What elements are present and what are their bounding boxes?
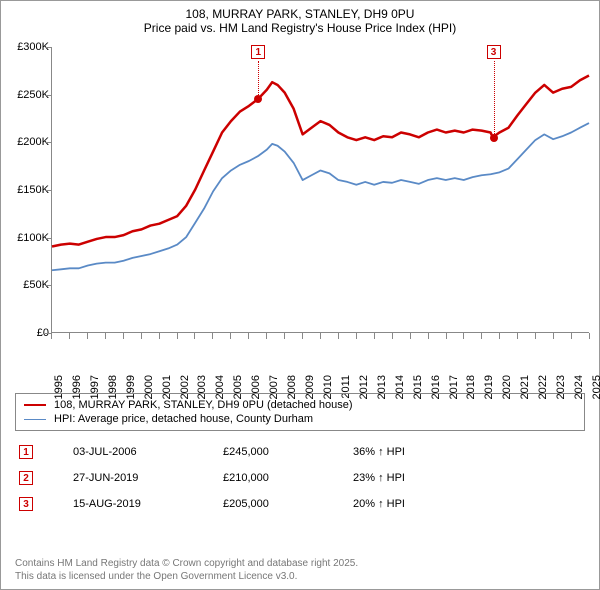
transaction-marker: 2 <box>19 471 33 485</box>
y-tick-label: £300K <box>9 41 49 53</box>
y-tick <box>45 238 51 239</box>
legend-item: HPI: Average price, detached house, Coun… <box>24 412 576 426</box>
x-tick <box>571 333 572 339</box>
transaction-row: 1 03-JUL-2006 £245,000 36% ↑ HPI <box>15 439 585 465</box>
plot-region: 13 <box>51 47 589 333</box>
x-tick <box>284 333 285 339</box>
marker-line-1 <box>258 61 259 99</box>
transaction-pct: 36% ↑ HPI <box>353 446 463 458</box>
x-tick <box>553 333 554 339</box>
y-tick-label: £100K <box>9 232 49 244</box>
marker-dot-3 <box>490 134 498 142</box>
x-tick <box>141 333 142 339</box>
title-line-1: 108, MURRAY PARK, STANLEY, DH9 0PU <box>1 7 599 21</box>
x-tick <box>535 333 536 339</box>
title-line-2: Price paid vs. HM Land Registry's House … <box>1 21 599 35</box>
legend-swatch <box>24 419 46 420</box>
transaction-marker: 1 <box>19 445 33 459</box>
x-tick <box>463 333 464 339</box>
transaction-date: 03-JUL-2006 <box>73 446 183 458</box>
title-block: 108, MURRAY PARK, STANLEY, DH9 0PU Price… <box>1 1 599 35</box>
legend-item: 108, MURRAY PARK, STANLEY, DH9 0PU (deta… <box>24 398 576 412</box>
x-tick <box>302 333 303 339</box>
series-price_paid <box>52 76 589 247</box>
x-tick <box>212 333 213 339</box>
y-tick <box>45 95 51 96</box>
transaction-price: £205,000 <box>223 498 313 510</box>
x-tick <box>589 333 590 339</box>
series-hpi <box>52 123 589 270</box>
marker-dot-1 <box>254 95 262 103</box>
x-tick <box>446 333 447 339</box>
transaction-pct: 20% ↑ HPI <box>353 498 463 510</box>
chart-area: 13 £0£50K£100K£150K£200K£250K£300K199519… <box>9 47 589 387</box>
x-tick <box>428 333 429 339</box>
x-tick <box>517 333 518 339</box>
x-tick <box>410 333 411 339</box>
transaction-date: 27-JUN-2019 <box>73 472 183 484</box>
y-tick <box>45 142 51 143</box>
transaction-pct: 23% ↑ HPI <box>353 472 463 484</box>
x-tick <box>499 333 500 339</box>
x-tick-label: 2025 <box>591 375 600 399</box>
footer-attribution: Contains HM Land Registry data © Crown c… <box>15 557 585 583</box>
x-tick <box>248 333 249 339</box>
y-tick-label: £250K <box>9 89 49 101</box>
x-tick <box>194 333 195 339</box>
footer-line-1: Contains HM Land Registry data © Crown c… <box>15 557 585 570</box>
transaction-table: 1 03-JUL-2006 £245,000 36% ↑ HPI 2 27-JUN-201… <box>15 439 585 517</box>
legend-label: 108, MURRAY PARK, STANLEY, DH9 0PU (deta… <box>54 399 353 411</box>
y-tick-label: £50K <box>9 279 49 291</box>
legend-swatch <box>24 404 46 406</box>
marker-box-1: 1 <box>251 45 265 59</box>
x-tick <box>87 333 88 339</box>
x-tick <box>230 333 231 339</box>
x-tick <box>392 333 393 339</box>
y-tick-label: £0 <box>9 327 49 339</box>
transaction-row: 3 15-AUG-2019 £205,000 20% ↑ HPI <box>15 491 585 517</box>
transaction-price: £245,000 <box>223 446 313 458</box>
x-tick <box>51 333 52 339</box>
y-tick <box>45 285 51 286</box>
x-tick <box>177 333 178 339</box>
x-tick <box>481 333 482 339</box>
legend: 108, MURRAY PARK, STANLEY, DH9 0PU (deta… <box>15 393 585 431</box>
marker-box-3: 3 <box>487 45 501 59</box>
x-tick <box>159 333 160 339</box>
plot-svg <box>52 47 589 332</box>
x-tick <box>374 333 375 339</box>
x-tick <box>338 333 339 339</box>
transaction-price: £210,000 <box>223 472 313 484</box>
y-tick <box>45 47 51 48</box>
x-tick <box>105 333 106 339</box>
transaction-marker: 3 <box>19 497 33 511</box>
x-tick <box>356 333 357 339</box>
x-tick <box>266 333 267 339</box>
transaction-date: 15-AUG-2019 <box>73 498 183 510</box>
y-tick <box>45 190 51 191</box>
marker-line-3 <box>494 61 495 138</box>
x-tick <box>69 333 70 339</box>
legend-label: HPI: Average price, detached house, Coun… <box>54 413 313 425</box>
x-tick <box>320 333 321 339</box>
chart-container: 108, MURRAY PARK, STANLEY, DH9 0PU Price… <box>0 0 600 590</box>
footer-line-2: This data is licensed under the Open Gov… <box>15 570 585 583</box>
x-tick <box>123 333 124 339</box>
y-tick-label: £200K <box>9 136 49 148</box>
y-tick-label: £150K <box>9 184 49 196</box>
transaction-row: 2 27-JUN-2019 £210,000 23% ↑ HPI <box>15 465 585 491</box>
